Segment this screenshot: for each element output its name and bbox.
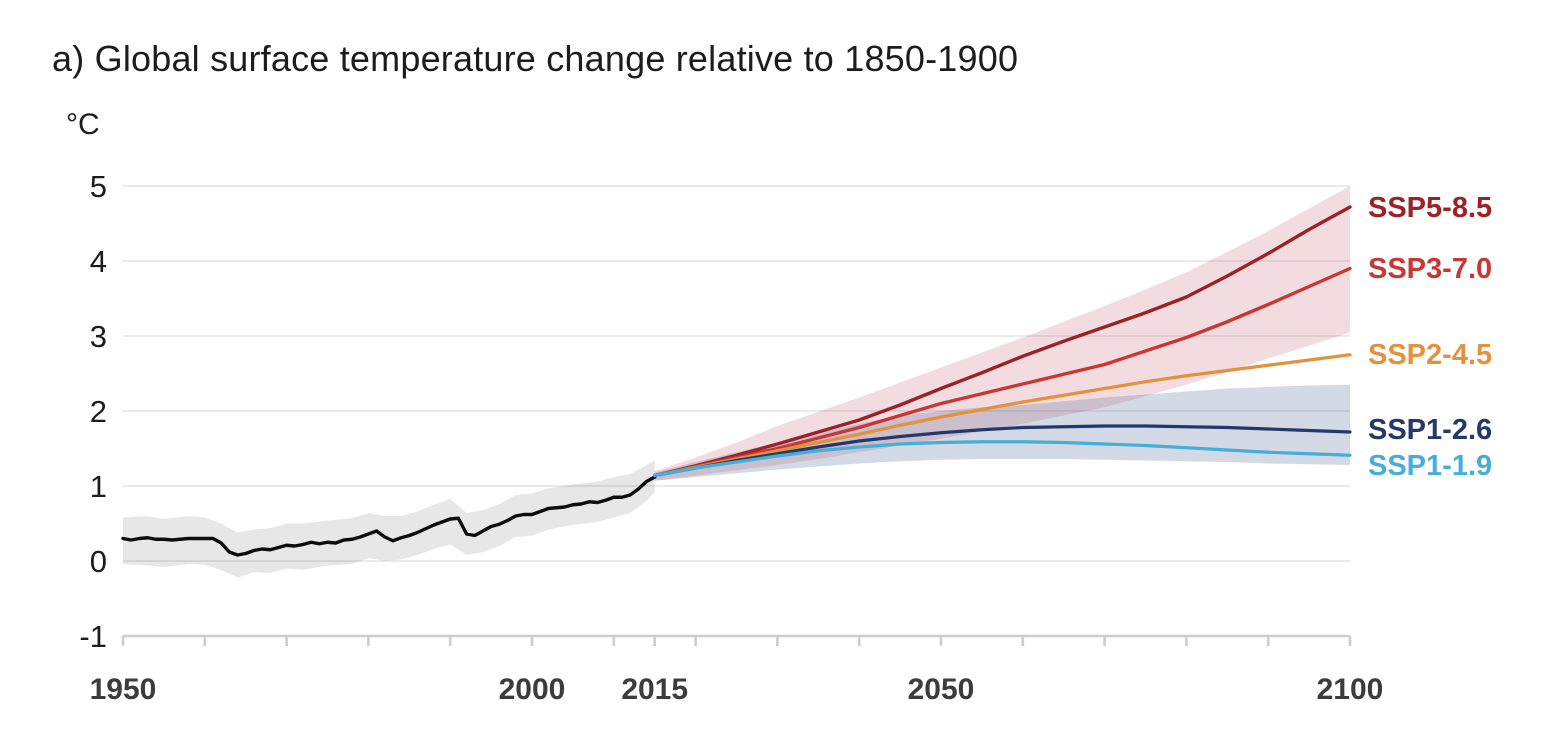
- scenario-label-ssp1-1-9: SSP1-1.9: [1368, 450, 1492, 482]
- y-tick-label-4: 4: [90, 244, 107, 279]
- y-tick-label-2: 2: [90, 394, 107, 429]
- series-line-ssp3-7-0: [653, 266, 1352, 478]
- x-tick-label-2015: 2015: [621, 673, 688, 706]
- y-axis-unit-label: °C: [66, 108, 100, 141]
- y-tick-label--1: -1: [79, 619, 107, 654]
- series-line-historical: [121, 475, 657, 557]
- x-tick-label-2000: 2000: [499, 673, 566, 706]
- scenario-label-ssp3-7-0: SSP3-7.0: [1368, 253, 1492, 285]
- scenario-label-ssp2-4-5: SSP2-4.5: [1368, 339, 1492, 371]
- x-tick-label-2100: 2100: [1317, 673, 1384, 706]
- x-tick-label-2050: 2050: [908, 673, 975, 706]
- x-tick-label-1950: 1950: [90, 673, 157, 706]
- scenario-label-ssp1-2-6: SSP1-2.6: [1368, 414, 1492, 446]
- chart-title: a) Global surface temperature change rel…: [52, 38, 1019, 79]
- scenario-label-ssp5-8-5: SSP5-8.5: [1368, 192, 1492, 224]
- y-tick-label-1: 1: [90, 469, 107, 504]
- blue-scenarios-range-band: [654, 384, 1350, 481]
- series-line-ssp5-8-5: [653, 205, 1352, 478]
- series-line-ssp1-1-9: [653, 440, 1352, 478]
- series-line-ssp1-2-6: [653, 424, 1352, 478]
- y-tick-label-0: 0: [90, 544, 107, 579]
- y-tick-label-3: 3: [90, 319, 107, 354]
- historical-uncertainty-band: [123, 460, 655, 578]
- series-line-ssp2-4-5: [653, 353, 1352, 478]
- red-scenarios-range-band: [654, 186, 1350, 481]
- y-tick-label-5: 5: [90, 169, 107, 204]
